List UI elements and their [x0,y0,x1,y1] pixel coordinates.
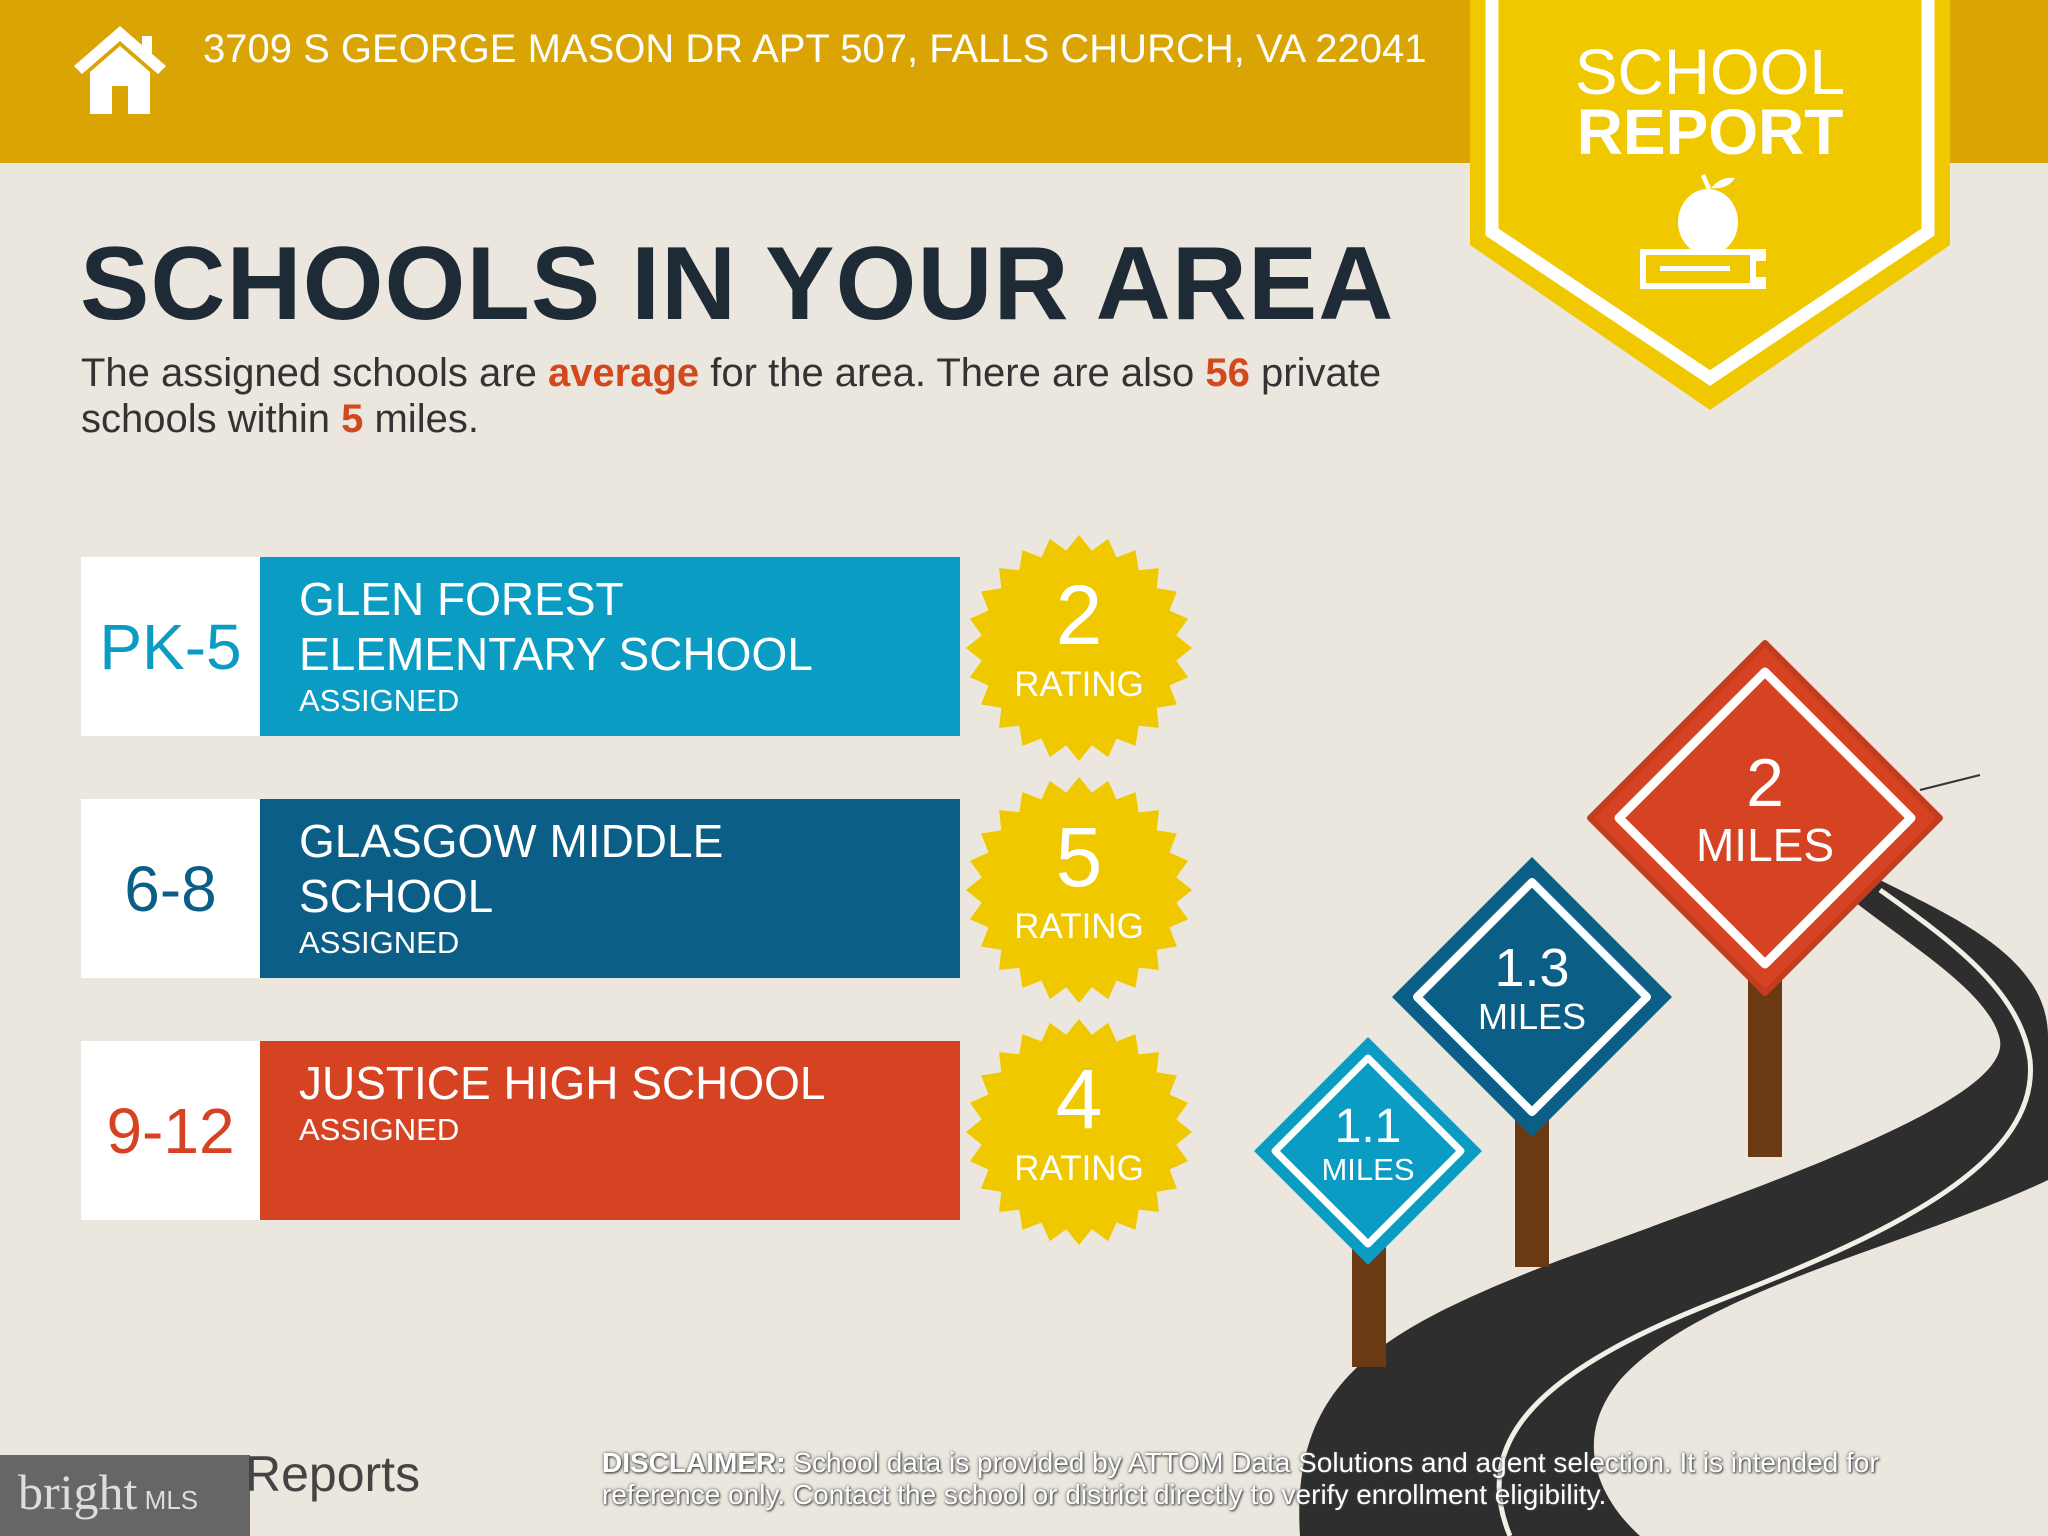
distance-unit: MILES [1477,996,1587,1037]
sign-post [1748,960,1782,1157]
rating-value: 2 [1055,568,1103,662]
rating-badge: 4 RATING [966,1019,1192,1245]
rating-label: RATING [1014,907,1144,946]
badge-line-2: REPORT [1576,96,1844,168]
rating-label: RATING [1014,665,1144,704]
distance-value: 1.3 [1494,938,1570,998]
distance-value: 2 [1746,745,1784,821]
school-status: ASSIGNED [299,925,460,960]
property-address: 3709 S GEORGE MASON DR APT 507, FALLS CH… [203,27,1427,71]
page-title: SCHOOLS IN YOUR AREA [80,226,1395,342]
disclaimer-text: School data is provided by ATTOM Data So… [602,1447,1879,1510]
road [1299,880,2048,1536]
rating-badge: 2 RATING [966,535,1192,761]
grade-range: 9-12 [81,1041,260,1220]
grade-range: 6-8 [81,799,260,978]
summary-part: The assigned schools are [81,351,548,395]
rating-badge: 5 RATING [966,777,1192,1003]
school-name: GLASGOW MIDDLE SCHOOL [299,815,724,922]
sign-1-1-label: 1.1 MILES [1298,1102,1438,1188]
home-icon [74,26,166,114]
summary-text: The assigned schools are average for the… [81,350,1481,442]
sign-2-label: 2 MILES [1665,748,1865,872]
sign-post [1515,1100,1549,1267]
school-info: GLASGOW MIDDLE SCHOOL ASSIGNED [260,799,960,978]
badge-line-1: SCHOOL [1574,36,1846,108]
disclaimer-label: DISCLAIMER: [602,1447,786,1478]
distance-unit: MILES [1695,819,1835,871]
sign-post [1352,1230,1386,1367]
rating-label: RATING [1014,1149,1144,1188]
distance-value: 1.1 [1334,1100,1402,1153]
quality-highlight: average [547,351,700,395]
summary-part: for the area. There are also [699,351,1206,395]
reports-logo-text: Reports [245,1446,421,1502]
bright-mls-logo: bright MLS [0,1455,250,1536]
starburst-icon [966,535,1192,761]
starburst-icon [966,1019,1192,1245]
sign-1-3-label: 1.3 MILES [1452,940,1612,1038]
school-row: 9-12 JUSTICE HIGH SCHOOL ASSIGNED 4 RATI… [81,1019,1192,1245]
disclaimer: DISCLAIMER: School data is provided by A… [602,1447,1942,1511]
school-report-badge [1470,0,1950,410]
summary-part: private schools within [81,351,1382,441]
rating-value: 4 [1055,1052,1103,1146]
rating-value: 5 [1055,810,1103,904]
school-row: 6-8 GLASGOW MIDDLE SCHOOL ASSIGNED 5 RAT… [81,777,1192,1003]
school-status: ASSIGNED [299,683,460,718]
school-name: JUSTICE HIGH SCHOOL [299,1057,826,1109]
school-row: PK-5 GLEN FOREST ELEMENTARY SCHOOL ASSIG… [81,535,1192,761]
school-info: JUSTICE HIGH SCHOOL ASSIGNED [260,1041,960,1220]
school-name: GLEN FOREST ELEMENTARY SCHOOL [299,573,813,680]
private-count: 56 [1205,351,1250,395]
apple-on-book-icon [1640,174,1766,289]
starburst-icon [966,777,1192,1003]
summary-part: miles. [363,397,479,441]
distance-unit: MILES [1321,1152,1415,1187]
grade-range: PK-5 [81,557,260,736]
radius-miles: 5 [341,397,364,441]
school-status: ASSIGNED [299,1112,460,1147]
school-info: GLEN FOREST ELEMENTARY SCHOOL ASSIGNED [260,557,960,736]
badge-title: SCHOOL REPORT [1465,36,1955,168]
